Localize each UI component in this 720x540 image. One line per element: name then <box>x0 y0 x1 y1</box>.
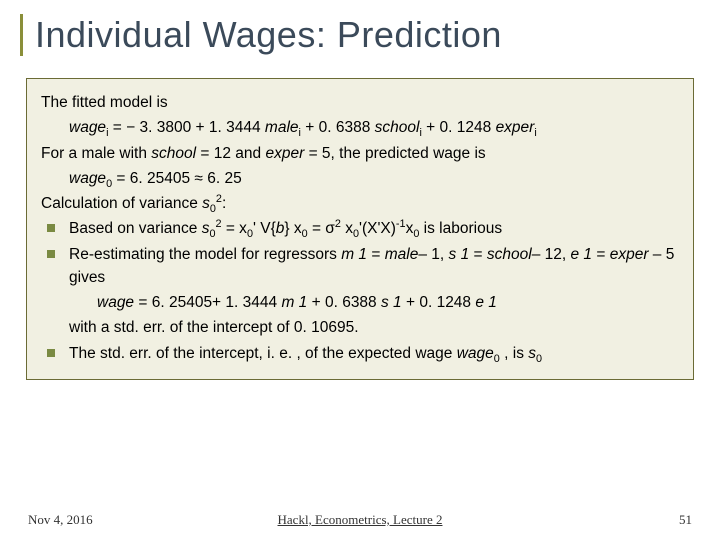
footer-page-number: 51 <box>679 512 692 528</box>
bullet-item: The std. err. of the intercept, i. e. , … <box>41 342 679 365</box>
footer-date: Nov 4, 2016 <box>28 512 93 528</box>
bullet-text: The std. err. of the intercept, i. e. , … <box>69 342 679 365</box>
equation-predicted-wage: wage0 = 6. 25405 ≈ 6. 25 <box>41 167 679 190</box>
title-accent-bar: Individual Wages: Prediction <box>20 14 700 56</box>
bullet-text: Based on variance s02 = x0' V{b} x0 = σ2… <box>69 217 679 240</box>
bullet-text: Re-estimating the model for regressors m… <box>69 243 679 340</box>
footer-source: Hackl, Econometrics, Lecture 2 <box>278 512 443 528</box>
bullet-item: Based on variance s02 = x0' V{b} x0 = σ2… <box>41 217 679 240</box>
bullet-square-icon <box>47 250 55 258</box>
equation-fitted-model: wagei = − 3. 3800 + 1. 3444 malei + 0. 6… <box>41 116 679 139</box>
content-box: The fitted model is wagei = − 3. 3800 + … <box>26 78 694 380</box>
text-line: Calculation of variance s02: <box>41 192 679 215</box>
bullet-square-icon <box>47 349 55 357</box>
text-line: For a male with school = 12 and exper = … <box>41 142 679 165</box>
slide-footer: Nov 4, 2016 Hackl, Econometrics, Lecture… <box>0 512 720 528</box>
bullet-square-icon <box>47 224 55 232</box>
text-line: The fitted model is <box>41 91 679 114</box>
slide-title: Individual Wages: Prediction <box>35 14 700 56</box>
bullet-item: Re-estimating the model for regressors m… <box>41 243 679 340</box>
